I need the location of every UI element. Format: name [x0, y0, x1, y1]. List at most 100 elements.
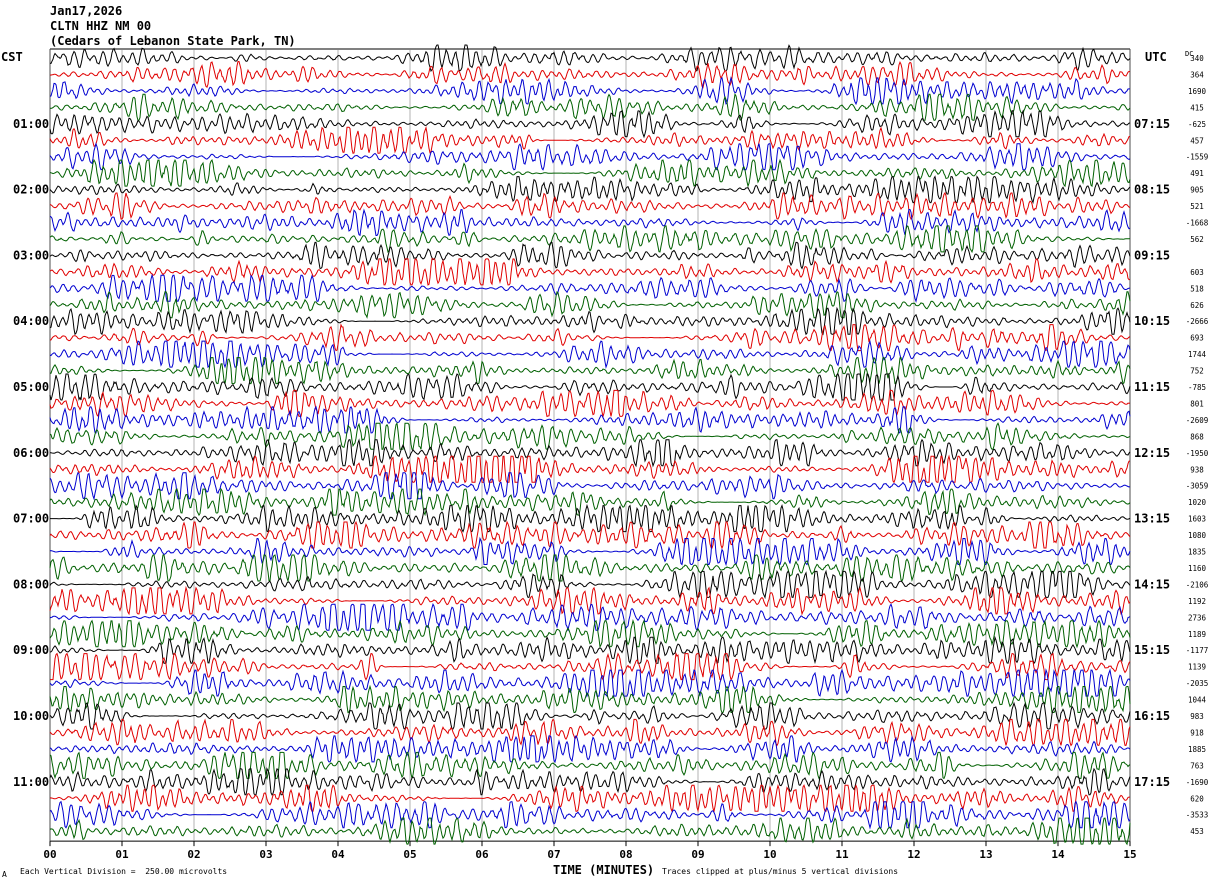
x-tick-label: 08	[619, 848, 632, 861]
seismic-trace	[49, 536, 1131, 567]
seismic-trace	[49, 701, 1131, 730]
dc-offset-label: 1835	[1188, 548, 1206, 557]
right-hour-label: 07:15	[1134, 117, 1170, 131]
trace-layer	[49, 44, 1131, 846]
x-tick-label: 05	[403, 848, 416, 861]
right-timezone-label: UTC	[1145, 50, 1167, 64]
dc-offset-label: -1177	[1186, 646, 1209, 655]
seismic-trace	[49, 323, 1131, 352]
seismic-trace	[49, 241, 1131, 270]
dc-offset-label: 1192	[1188, 597, 1206, 606]
left-hour-label: 09:00	[13, 643, 49, 657]
seismic-trace	[49, 487, 1131, 517]
right-hour-label: 17:15	[1134, 775, 1170, 789]
right-hour-label: 08:15	[1134, 183, 1170, 197]
seismic-trace	[49, 734, 1131, 764]
dc-offset-label: 1160	[1188, 564, 1207, 573]
dc-offset-label: 415	[1190, 103, 1204, 112]
header-location: (Cedars of Lebanon State Park, TN)	[50, 34, 296, 48]
seismic-trace	[49, 405, 1131, 434]
clipping-note: Traces clipped at plus/minus 5 vertical …	[662, 867, 899, 876]
x-tick-label: 09	[691, 848, 704, 861]
dc-offset-label: -1950	[1186, 449, 1209, 458]
seismic-trace	[49, 619, 1131, 649]
seismic-trace	[49, 273, 1131, 303]
dc-offset-label: 1020	[1188, 498, 1207, 507]
dc-offset-label: -2106	[1186, 580, 1209, 589]
dc-offset-label: 457	[1190, 136, 1204, 145]
dc-offset-label: 938	[1190, 465, 1204, 474]
seismic-trace	[49, 718, 1131, 747]
dc-offset-label: 2736	[1188, 613, 1207, 622]
seismic-trace	[49, 191, 1131, 220]
dc-offset-label: 801	[1190, 399, 1204, 408]
x-tick-label: 15	[1123, 848, 1136, 861]
dc-offset-label: 364	[1190, 70, 1204, 79]
seismic-trace	[49, 471, 1131, 501]
dc-offset-label: 521	[1190, 202, 1204, 211]
seismic-trace	[49, 684, 1131, 714]
dc-offset-label: 1690	[1188, 87, 1207, 96]
dc-offset-label: 983	[1190, 712, 1204, 721]
seismic-trace	[49, 751, 1131, 780]
left-timezone-label: CST	[1, 50, 23, 64]
header-date: Jan17,2026	[50, 4, 123, 18]
x-tick-label: 04	[331, 848, 345, 861]
dc-offset-label: 603	[1190, 268, 1204, 277]
seismic-trace	[49, 454, 1131, 484]
dc-offset-label: 620	[1190, 794, 1204, 803]
dc-offset-label: -1559	[1186, 153, 1209, 162]
dc-offset-label: 763	[1190, 761, 1204, 770]
x-tick-label: 12	[907, 848, 920, 861]
x-tick-label: 14	[1051, 848, 1065, 861]
left-hour-label: 04:00	[13, 314, 49, 328]
seismic-trace	[49, 175, 1131, 204]
right-hour-label: 10:15	[1134, 314, 1170, 328]
seismic-trace	[49, 553, 1131, 583]
left-hour-label: 02:00	[13, 183, 49, 197]
seismic-trace	[49, 76, 1130, 106]
seismic-trace	[49, 421, 1131, 450]
grid-layer	[49, 48, 1131, 847]
seismic-trace	[49, 290, 1131, 319]
corner-mark: A	[2, 870, 7, 879]
header-station: CLTN HHZ NM 00	[50, 19, 152, 33]
right-hour-label: 12:15	[1134, 446, 1170, 460]
left-hour-label: 01:00	[13, 117, 49, 131]
dc-offset-label: 562	[1190, 235, 1204, 244]
seismic-trace	[49, 603, 1131, 632]
left-hour-label: 11:00	[13, 775, 49, 789]
seismic-trace	[49, 520, 1131, 550]
seismic-trace	[49, 800, 1131, 830]
left-hour-label: 07:00	[13, 512, 49, 526]
x-tick-label: 06	[475, 848, 489, 861]
dc-offset-label: 1044	[1188, 696, 1207, 705]
x-tick-label: 03	[259, 848, 272, 861]
dc-offset-label: -2035	[1186, 679, 1209, 688]
dc-offset-label: -2666	[1186, 317, 1209, 326]
right-hour-label: 16:15	[1134, 709, 1170, 723]
left-hour-label: 08:00	[13, 577, 49, 591]
seismic-trace	[49, 817, 1131, 846]
dc-offset-label: 626	[1190, 301, 1204, 310]
seismic-trace	[50, 356, 1131, 385]
dc-offset-label: -2609	[1186, 416, 1209, 425]
left-hour-label: 06:00	[13, 446, 49, 460]
right-hour-label: 15:15	[1134, 643, 1170, 657]
seismic-trace	[49, 340, 1131, 370]
dc-offset-label: 340	[1190, 54, 1204, 63]
seismic-trace	[49, 109, 1131, 139]
seismic-trace	[49, 767, 1131, 796]
x-tick-label: 02	[187, 848, 200, 861]
dc-offset-label: -3533	[1186, 811, 1209, 820]
dc-offset-label: 1139	[1188, 663, 1206, 672]
seismic-trace	[49, 306, 1131, 336]
right-hour-label: 13:15	[1134, 512, 1170, 526]
dc-offset-label: 1080	[1188, 531, 1207, 540]
left-hour-label: 10:00	[13, 709, 49, 723]
x-axis-title: TIME (MINUTES)	[553, 863, 655, 877]
seismic-trace	[50, 651, 1131, 681]
right-hour-label: 09:15	[1134, 248, 1170, 262]
x-tick-label: 01	[115, 848, 129, 861]
